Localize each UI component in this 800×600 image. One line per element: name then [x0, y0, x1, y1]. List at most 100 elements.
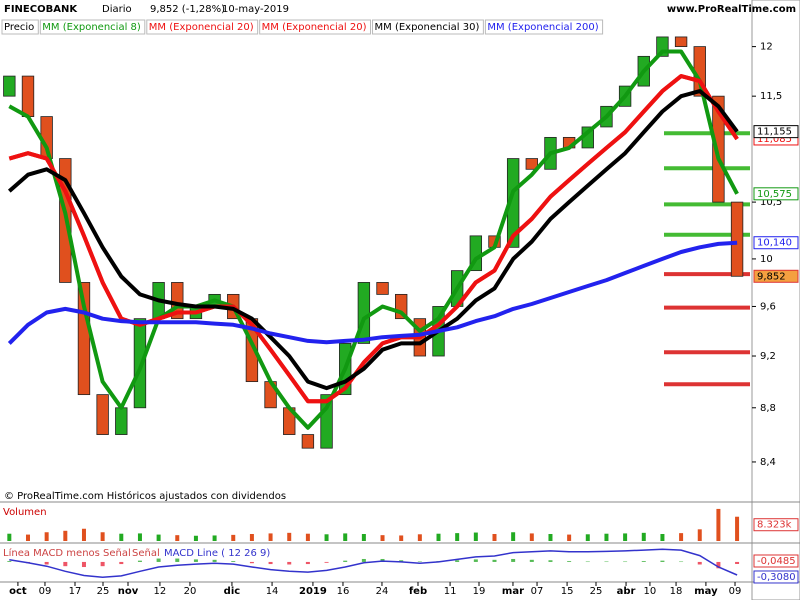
macd-hist-bar — [660, 560, 665, 562]
macd-hist-bar — [287, 561, 292, 565]
candle — [21, 75, 35, 117]
volume-bar — [81, 528, 86, 541]
candle — [730, 201, 744, 277]
candle — [376, 282, 389, 295]
x-tick-label: 10 — [644, 586, 657, 597]
macd-hist-bar — [567, 561, 572, 562]
volume-bar — [231, 534, 236, 541]
macd-hist-bar — [585, 561, 590, 563]
y-tick-label: 9,2 — [760, 351, 776, 362]
macd-hist-bar — [231, 561, 236, 562]
macd-hist-bar — [735, 561, 740, 564]
x-tick-label: 20 — [184, 586, 197, 597]
legend-item: MM (Exponencial 8) — [42, 22, 141, 33]
macd-hist-bar — [511, 558, 516, 562]
volume-bar — [137, 533, 142, 541]
x-tick-label: feb — [409, 586, 427, 597]
legend-box — [372, 19, 484, 35]
y-tick-label: 11,5 — [760, 91, 782, 102]
last-value-label-box — [753, 187, 799, 201]
macd-hist-bar — [305, 561, 310, 565]
volume-bar — [249, 534, 254, 541]
volume-bar — [399, 535, 404, 541]
legend-item: MM (Exponencial 20) — [262, 22, 367, 33]
macd-hist-bar — [455, 560, 460, 562]
volume-bar — [455, 533, 460, 541]
volume-bar — [25, 534, 30, 541]
macd-line-last-label-box — [753, 570, 799, 584]
macd-hist-bar — [7, 561, 12, 562]
macd-hist-bar — [268, 561, 273, 565]
x-tick-label: 18 — [670, 586, 683, 597]
macd-hist-bar — [156, 558, 161, 562]
last-value-label-box — [753, 125, 799, 139]
last-value-label: 11,085 — [757, 134, 792, 145]
volume-title: Volumen — [3, 507, 47, 518]
legend-item: MM (Exponencial 30) — [375, 22, 480, 33]
volume-bar — [735, 516, 740, 541]
volume-bar — [380, 535, 385, 541]
x-tick-label: 17 — [69, 586, 82, 597]
x-tick-label: 15 — [561, 586, 574, 597]
footer: © ProRealTime.com Históricos ajustados c… — [4, 490, 286, 502]
legend-item: MM (Exponencial 20) — [149, 22, 254, 33]
volume-bar — [175, 535, 180, 541]
x-tick-label: dic — [224, 586, 241, 597]
macd-hist-bar — [604, 561, 609, 563]
macd-hist-bar — [361, 558, 366, 562]
y-tick-label: 8,4 — [760, 457, 776, 468]
ema-line — [8, 49, 739, 430]
macd-hist-bar — [137, 560, 142, 562]
period: Diario — [102, 4, 132, 15]
macd-hist-last-label-box — [753, 554, 799, 568]
x-tick-label: oct — [9, 586, 27, 597]
macd-hist-bar — [623, 561, 628, 563]
last-price-label: 9,852 — [757, 271, 786, 282]
macd-signal-name: Señal — [132, 548, 160, 559]
candle — [674, 36, 688, 48]
volume-bar — [529, 533, 534, 541]
volume-bar — [212, 535, 217, 541]
date-text: 10-may-2019 — [222, 4, 289, 15]
legend-item: MM (Exponencial 200) — [487, 22, 598, 33]
volume-bar — [417, 534, 422, 541]
x-tick-label: 07 — [531, 586, 544, 597]
macd-hist-bar — [492, 559, 497, 562]
macd-hist-name: Línea MACD menos Señal — [3, 547, 131, 559]
candle — [320, 394, 333, 449]
volume-last-label: 8.323k — [757, 520, 792, 531]
price-text: 9,852 (-1,28%) — [150, 4, 225, 15]
macd-hist-bar — [529, 559, 534, 562]
volume-bar — [679, 533, 684, 541]
y-tick-label: 12 — [760, 42, 773, 53]
last-value-label: 10,140 — [757, 238, 792, 249]
site: www.ProRealTime.com — [667, 4, 796, 15]
volume-bar — [287, 532, 292, 541]
x-tick-label: 25 — [590, 586, 603, 597]
last-value-label: 11,155 — [757, 127, 792, 138]
macd-hist-bar — [81, 561, 86, 568]
x-tick-label: 11 — [444, 586, 457, 597]
macd-hist-bar — [324, 561, 329, 563]
legend-item: Precio — [4, 22, 34, 33]
macd-hist-bar — [44, 561, 49, 565]
volume-bar — [343, 533, 348, 541]
x-tick-label: 14 — [266, 586, 279, 597]
x-tick-label: 12 — [154, 586, 167, 597]
x-tick-label: 09 — [39, 586, 52, 597]
y-tick-label: 10,5 — [760, 197, 782, 208]
volume-bar — [305, 533, 310, 541]
x-tick-label: 19 — [473, 586, 486, 597]
volume-bar — [100, 532, 105, 541]
x-tick-label: 09 — [729, 586, 742, 597]
candle — [77, 282, 91, 396]
volume-bar — [63, 530, 68, 541]
x-tick-label: may — [694, 586, 718, 597]
volume-bar — [697, 529, 702, 541]
volume-bar — [361, 534, 366, 541]
candle — [712, 95, 725, 203]
volume-bar — [324, 534, 329, 541]
volume-bar — [511, 532, 516, 541]
macd-hist-bar — [716, 561, 721, 569]
